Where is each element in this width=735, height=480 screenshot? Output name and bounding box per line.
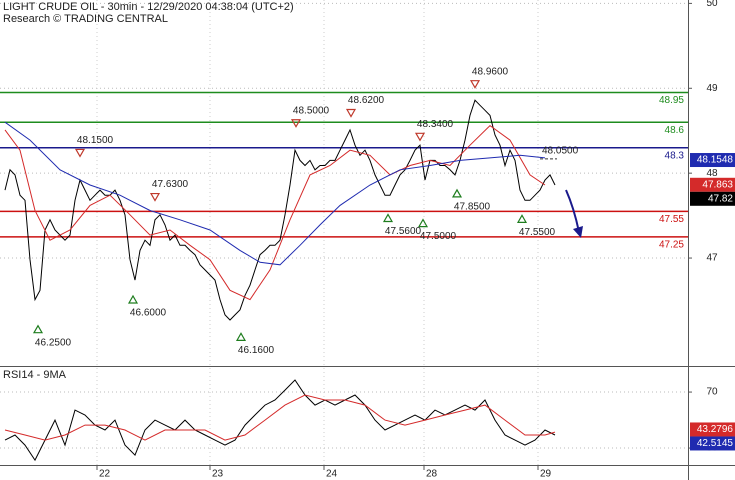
x-tick-label: 22 bbox=[99, 469, 111, 480]
value-box bbox=[690, 191, 735, 206]
target-label: 48.0500 bbox=[542, 146, 579, 157]
signal-marker bbox=[290, 119, 302, 128]
y-tick-label: 50 bbox=[706, 0, 718, 9]
value-box-label: 48.1548 bbox=[697, 155, 734, 166]
signal-label: 47.8500 bbox=[454, 202, 491, 213]
y-tick-label: 49 bbox=[706, 83, 718, 94]
level-label: 47.25 bbox=[659, 239, 684, 250]
x-tick-label: 28 bbox=[426, 469, 438, 480]
signal-label: 47.6300 bbox=[152, 179, 189, 190]
series-line bbox=[4, 124, 546, 301]
value-box bbox=[690, 177, 735, 192]
value-box-label: 43.2796 bbox=[697, 424, 734, 435]
y-tick-label: 70 bbox=[706, 387, 718, 398]
signal-label: 48.6200 bbox=[348, 95, 385, 106]
signal-marker bbox=[32, 324, 44, 334]
chart-title: LIGHT CRUDE OIL - 30min - 12/29/2020 04:… bbox=[3, 1, 294, 13]
x-tick-label: 29 bbox=[540, 469, 552, 480]
level-label: 48.3 bbox=[665, 150, 685, 161]
series-line bbox=[4, 394, 556, 441]
y-tick-label: 47 bbox=[706, 253, 718, 264]
grid bbox=[0, 0, 688, 465]
signal-label: 47.5000 bbox=[420, 231, 457, 242]
signal-label: 47.5500 bbox=[519, 227, 556, 238]
signal-label: 47.5600 bbox=[385, 226, 422, 237]
series-line bbox=[4, 99, 556, 321]
x-tick-label: 24 bbox=[326, 469, 338, 480]
plot-area bbox=[0, 80, 688, 462]
series-line bbox=[4, 121, 546, 266]
forecast-arrow-head bbox=[573, 226, 583, 238]
x-tick-label: 23 bbox=[212, 469, 224, 480]
level-label: 48.6 bbox=[665, 125, 685, 136]
signal-label: 48.9600 bbox=[472, 66, 509, 77]
signal-marker bbox=[469, 80, 481, 89]
level-label: 48.95 bbox=[659, 95, 684, 106]
y-tick-label: 48 bbox=[706, 168, 718, 179]
signal-label: 48.3400 bbox=[417, 119, 454, 130]
signal-label: 46.2500 bbox=[35, 337, 72, 348]
value-box-label: 42.5145 bbox=[697, 438, 734, 449]
value-box-label: 47.82 bbox=[708, 193, 733, 204]
series-line bbox=[4, 379, 556, 462]
signal-label: 46.1600 bbox=[238, 345, 275, 356]
signal-marker bbox=[149, 192, 161, 202]
value-box bbox=[690, 422, 735, 437]
value-box bbox=[690, 153, 735, 168]
panel-title: RSI14 - 9MA bbox=[3, 369, 67, 381]
signal-marker bbox=[74, 148, 86, 158]
signal-marker bbox=[414, 132, 426, 142]
signal-marker bbox=[127, 294, 139, 304]
chart-subtitle: Research © TRADING CENTRAL bbox=[3, 13, 168, 25]
value-box-label: 47.863 bbox=[702, 179, 733, 190]
signal-marker bbox=[235, 332, 247, 341]
signal-marker bbox=[417, 218, 429, 228]
signal-label: 48.5000 bbox=[293, 105, 330, 116]
signal-marker bbox=[451, 188, 463, 198]
signal-label: 46.6000 bbox=[130, 308, 167, 319]
signal-label: 48.1500 bbox=[77, 135, 114, 146]
level-label: 47.55 bbox=[659, 214, 684, 225]
signal-marker bbox=[345, 108, 357, 118]
signal-marker bbox=[382, 213, 394, 223]
value-box bbox=[690, 436, 735, 451]
signal-marker bbox=[516, 214, 528, 223]
